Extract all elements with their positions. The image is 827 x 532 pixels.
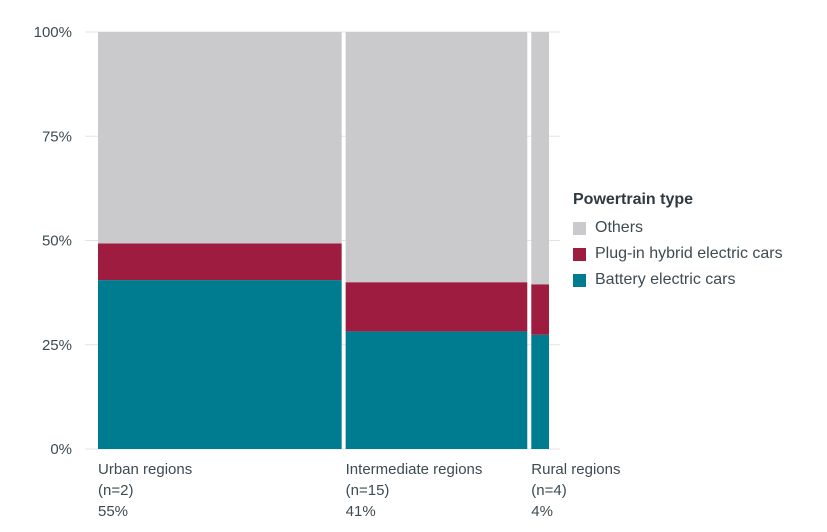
category-share-label: 4%	[531, 503, 553, 520]
legend-label-bev: Battery electric cars	[595, 271, 736, 288]
legend-item-phev: Plug-in hybrid electric cars	[573, 241, 783, 267]
y-tick-label: 50%	[42, 233, 72, 250]
legend-swatch-bev	[573, 273, 586, 287]
category-share-label: 55%	[98, 503, 128, 520]
legend-item-bev: Battery electric cars	[573, 267, 783, 293]
bars	[98, 32, 549, 449]
bar-segment-battery-electric-cars	[98, 280, 342, 449]
category-n-label: (n=4)	[531, 482, 566, 499]
legend: Powertrain type Others Plug-in hybrid el…	[573, 191, 783, 293]
bar-segment-plug-in-hybrid-electric-cars	[345, 282, 528, 332]
category-labels: Urban regions (n=2) 55% Intermediate region…	[98, 461, 620, 520]
category-name-label: Rural regions	[531, 461, 620, 478]
bar-segment-others	[98, 32, 342, 244]
category-name-label: Intermediate regions	[346, 461, 483, 478]
legend-label-phev: Plug-in hybrid electric cars	[595, 245, 783, 262]
category-share-label: 41%	[346, 503, 376, 520]
legend-label-others: Others	[595, 219, 644, 236]
y-tick-label: 0%	[50, 441, 72, 458]
legend-title: Powertrain type	[573, 191, 694, 208]
y-tick-label: 75%	[42, 128, 72, 145]
legend-swatch-phev	[573, 247, 586, 261]
category-n-label: (n=15)	[346, 482, 390, 499]
bar-segment-others	[531, 32, 549, 285]
legend-swatch-others	[573, 221, 586, 235]
bar-segment-others	[345, 32, 528, 283]
y-tick-label: 25%	[42, 337, 72, 354]
bar-segment-plug-in-hybrid-electric-cars	[98, 243, 342, 281]
legend-item-others: Others	[573, 215, 783, 241]
category-name-label: Urban regions	[98, 461, 192, 478]
y-axis-tick-labels: 0% 25% 50% 75% 100%	[34, 24, 72, 458]
bar-segment-plug-in-hybrid-electric-cars	[531, 284, 549, 335]
category-n-label: (n=2)	[98, 482, 133, 499]
bar-segment-battery-electric-cars	[345, 331, 528, 449]
bar-segment-battery-electric-cars	[531, 334, 549, 449]
y-tick-label: 100%	[34, 24, 72, 41]
